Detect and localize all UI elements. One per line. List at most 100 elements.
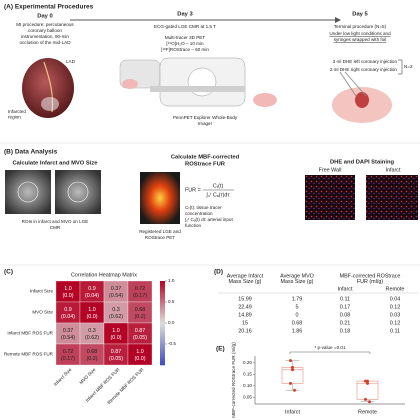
- cell-value: 0.68: [87, 349, 98, 355]
- table-cell: 14.89: [238, 312, 252, 318]
- panel-label: (C): [4, 269, 13, 276]
- panel-label: (E): [216, 346, 225, 353]
- conditions: syringes wrapped with foil: [334, 37, 387, 42]
- description: ECG-gated LGE CMR at 1.5 T: [154, 24, 216, 29]
- table-cell: 0.17: [340, 304, 351, 310]
- cell-p-value: (0.05): [133, 335, 147, 341]
- section-title: Calculate Infarct and MVO Size: [12, 161, 98, 167]
- annotation: * p-value =0.01: [314, 345, 345, 350]
- cell-value: 0.3: [88, 328, 96, 334]
- cell-value: 0.3: [112, 307, 120, 313]
- colorbar-tick-label: 0.0: [168, 320, 175, 325]
- table-header: Average Infarct: [227, 273, 264, 279]
- colorbar-segment: [160, 318, 165, 322]
- table-subheader: Infarct: [338, 286, 353, 292]
- cell-p-value: (0.0): [86, 314, 97, 320]
- data-point: [289, 381, 292, 385]
- cell-value: 1.0: [112, 328, 120, 334]
- imager-label: Imager: [198, 121, 213, 126]
- data-point: [368, 400, 371, 404]
- table-cell: 0.18: [340, 328, 351, 334]
- injection-label: 3 ml DHE left coronary injection: [333, 59, 398, 64]
- table-cell: 0.04: [390, 296, 401, 302]
- section-title: DHE and DAPI Staining: [330, 160, 395, 166]
- colorbar-tick-label: -0.5: [168, 341, 176, 346]
- colorbar-segment: [160, 344, 165, 347]
- colorbar-segment: [160, 304, 165, 307]
- image-label: Infarct: [386, 167, 401, 173]
- cell-p-value: (0.04): [61, 314, 75, 320]
- colorbar-segment: [160, 327, 165, 330]
- data-point: [364, 397, 367, 401]
- description: MI procedure: percutaneous: [16, 22, 74, 27]
- cell-p-value: (0.62): [85, 335, 99, 341]
- caption: ROIs in infarct and MVO on LGE: [22, 219, 89, 224]
- colorbar-segment: [160, 333, 165, 336]
- colorbar-tick-label: 0.5: [168, 299, 175, 304]
- colorbar-segment: [160, 341, 165, 345]
- data-point: [364, 379, 367, 383]
- section-title: Calculate MBF-corrected: [171, 155, 240, 161]
- roi: [17, 181, 39, 203]
- table-cell: 0: [296, 312, 299, 318]
- table-cell: 1.79: [292, 296, 303, 302]
- lge-image: [55, 170, 101, 214]
- cell-p-value: (0.54): [61, 335, 75, 341]
- pig-icon: [253, 93, 277, 107]
- cell-p-value: (0.05): [109, 356, 123, 362]
- significance-bracket: [289, 351, 371, 354]
- column-label: MVO Size: [78, 367, 96, 385]
- colorbar-segment: [160, 316, 165, 320]
- region-label: Infarcted: [8, 109, 26, 114]
- colorbar-segment: [160, 325, 165, 328]
- cell-value: 0.9: [64, 307, 72, 313]
- panel-label: (A) Experimental Procedures: [4, 4, 94, 11]
- cell-p-value: (0.2): [134, 314, 145, 320]
- colorbar-segment: [160, 297, 165, 301]
- colorbar-segment: [160, 335, 165, 338]
- description: occlusion of the mid-LAD: [19, 40, 71, 45]
- description: Terminal procedure (N=5): [334, 24, 387, 29]
- injection-label: 2 ml DHE right coronary injection: [330, 67, 398, 72]
- caption: CMR: [50, 225, 61, 230]
- heatmap-title: Correlation Heatmap Matrix: [71, 272, 137, 278]
- colorbar-segment: [160, 312, 165, 315]
- injection-line: [339, 71, 357, 97]
- day-title: Day 3: [177, 12, 193, 18]
- definition: function: [185, 223, 202, 228]
- colorbar-segment: [160, 293, 165, 296]
- cell-p-value: (0.0): [134, 356, 145, 362]
- table-cell: 20.16: [238, 328, 252, 334]
- colorbar-segment: [160, 287, 165, 290]
- caption: Registered LGE and: [139, 229, 181, 234]
- cell-p-value: (0.0): [110, 335, 121, 341]
- column-label: Infarct Size: [53, 367, 73, 387]
- cell-p-value: (0.62): [109, 314, 123, 320]
- cell-value: 0.72: [63, 349, 74, 355]
- table-cell: 15: [242, 320, 248, 326]
- colorbar-segment: [160, 354, 165, 357]
- cell-value: 1.0: [136, 349, 144, 355]
- pet-protocol: Multi-tracer 3D PET: [165, 35, 206, 40]
- definition: ∫₀ᵗ Cₐ(t) dt: arterial input: [184, 217, 233, 222]
- formula-lhs: FUR =: [185, 187, 201, 193]
- row-label: Infarct MBF ROS FUR: [7, 331, 53, 336]
- formula-denominator: ∫₀ᵗ Cₐ(τ)dτ: [205, 192, 230, 198]
- colorbar-segment: [160, 306, 165, 309]
- description: instrumentation, 90-min: [21, 34, 69, 39]
- image-label: Free Wall: [319, 167, 342, 173]
- stain-image: [366, 175, 418, 220]
- data-point: [291, 365, 294, 369]
- definition: concentration: [185, 211, 213, 216]
- cell-value: 0.72: [135, 286, 146, 292]
- colorbar-segment: [160, 289, 165, 292]
- colorbar-segment: [160, 346, 165, 349]
- row-label: MVO Size: [32, 310, 53, 315]
- table-header: Mass Size (g): [229, 279, 262, 285]
- colorbar-segment: [160, 348, 165, 351]
- definition: Cₜ(t): tissue tracer: [185, 205, 222, 210]
- colorbar-segment: [160, 291, 165, 294]
- colorbar-segment: [160, 323, 165, 326]
- pet-protocol: [¹⁸F]ROStrace – 60 min: [161, 47, 209, 52]
- colorbar-segment: [160, 295, 165, 299]
